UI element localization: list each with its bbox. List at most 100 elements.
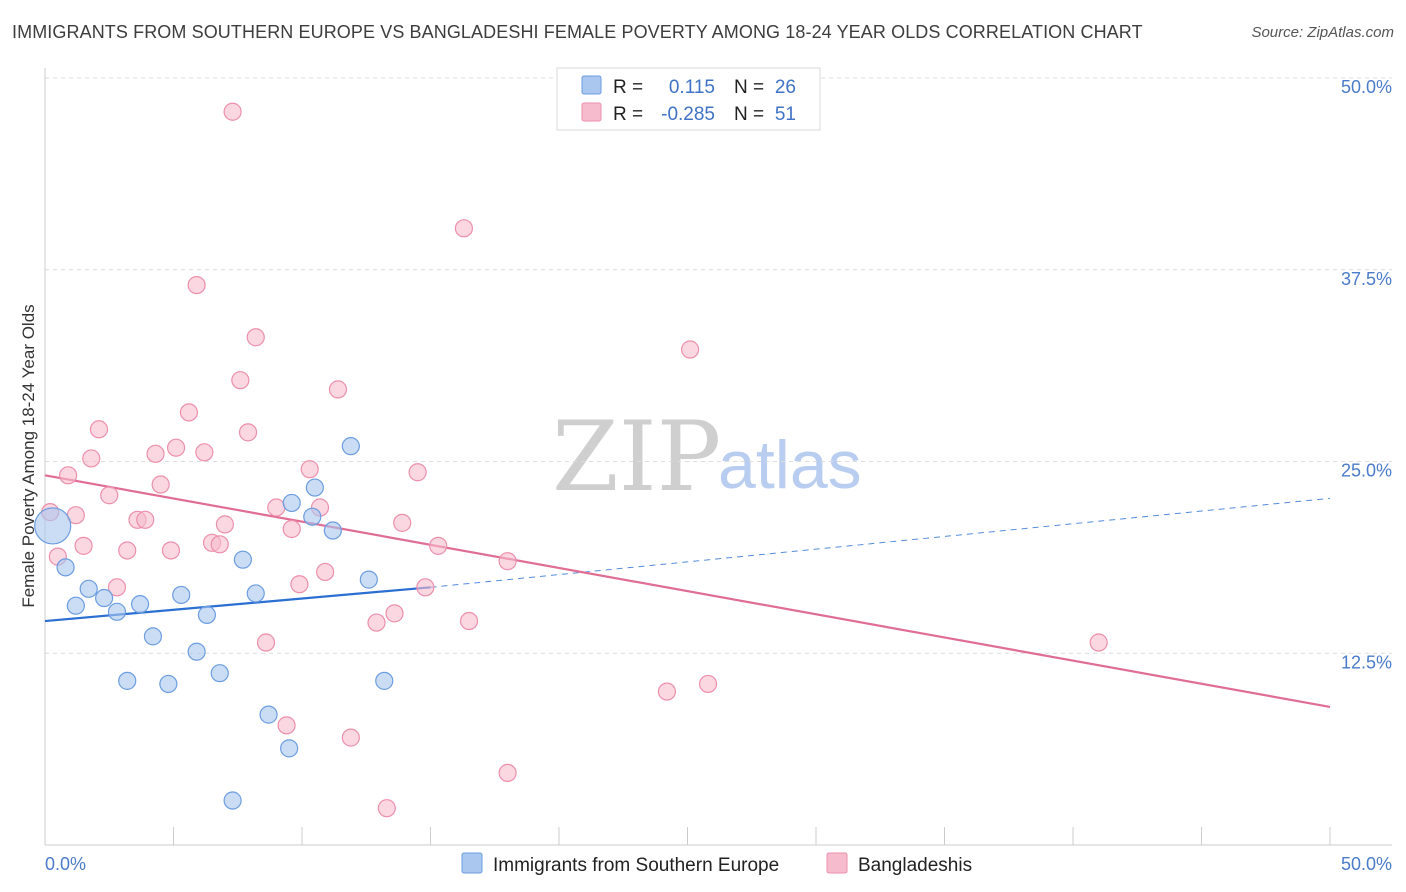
legend-swatch-bangladeshis: [826, 852, 848, 874]
point-1-20: [210, 535, 229, 554]
point-1-30: [290, 575, 309, 594]
point-0-2: [66, 596, 85, 615]
point-1-23: [231, 371, 250, 390]
point-1-49: [698, 674, 718, 694]
point-1-45: [498, 763, 517, 783]
point-0-6: [118, 671, 137, 690]
point-1-15: [166, 438, 186, 457]
point-1-9: [118, 541, 137, 560]
point-1-42: [429, 536, 448, 555]
point-1-4: [74, 536, 93, 555]
point-1-21: [215, 515, 234, 534]
point-1-33: [316, 562, 335, 582]
stats-n-value-2: 51: [775, 104, 796, 125]
point-1-36: [367, 613, 386, 632]
point-0-14: [223, 791, 242, 810]
point-1-22: [223, 102, 242, 121]
stats-swatch-bangladeshis: [581, 102, 602, 122]
point-1-12: [146, 444, 165, 463]
stats-r-label-1: R =: [613, 77, 643, 98]
point-0-3: [79, 579, 98, 598]
legend-label-southern-europe: Immigrants from Southern Europe: [493, 855, 779, 876]
data-points: [34, 102, 1108, 818]
point-1-24: [238, 423, 258, 442]
point-0-23: [341, 437, 360, 456]
stats-swatch-southern-europe: [581, 75, 602, 95]
watermark-zip: ZIP: [552, 401, 721, 513]
point-1-5: [82, 449, 101, 468]
point-1-44: [459, 611, 479, 631]
point-0-19: [282, 493, 301, 513]
stats-r-value-2: -0.285: [661, 104, 715, 125]
point-0-20: [303, 507, 322, 526]
point-1-46: [498, 552, 517, 571]
watermark-atlas: atlas: [718, 427, 862, 503]
source-credit: Source: ZipAtlas.com: [1251, 24, 1394, 41]
point-1-29: [282, 519, 301, 539]
axes: 12.5% 25.0% 37.5% 50.0% 0.0% 50.0%: [44, 68, 1392, 874]
point-0-18: [280, 739, 299, 758]
legend-label-bangladeshis: Bangladeshis: [858, 855, 972, 876]
point-1-6: [89, 420, 109, 439]
point-0-17: [259, 705, 278, 724]
point-0-22: [323, 521, 342, 540]
point-1-31: [300, 460, 319, 479]
point-1-35: [341, 728, 360, 747]
point-1-47: [657, 682, 677, 701]
point-0-24: [359, 570, 378, 589]
stats-r-value-1: 0.115: [669, 77, 715, 98]
point-0-11: [187, 642, 206, 661]
x-tick-label-0: 0.0%: [45, 854, 86, 874]
point-1-38: [385, 604, 404, 623]
point-1-34: [328, 380, 348, 399]
point-1-43: [454, 219, 474, 238]
point-1-16: [179, 403, 199, 422]
point-1-18: [195, 443, 214, 462]
point-0-1: [56, 558, 75, 577]
point-0-0: [34, 507, 72, 545]
point-1-48: [680, 340, 700, 359]
point-0-7: [130, 595, 150, 614]
point-0-4: [95, 588, 114, 608]
point-1-8: [107, 578, 127, 597]
stats-n-label-2: N =: [734, 104, 764, 125]
point-1-50: [1089, 633, 1108, 652]
y-tick-label-2: 37.5%: [1341, 269, 1392, 289]
point-1-27: [267, 498, 286, 517]
point-0-25: [375, 671, 394, 690]
chart-title: IMMIGRANTS FROM SOUTHERN EUROPE VS BANGL…: [12, 22, 1143, 42]
point-1-11: [136, 510, 155, 529]
point-0-15: [233, 550, 252, 569]
point-0-5: [107, 602, 127, 621]
point-1-14: [161, 541, 181, 560]
point-0-9: [159, 674, 178, 694]
point-1-40: [408, 463, 427, 482]
stats-r-label-2: R =: [613, 104, 643, 125]
point-0-16: [246, 584, 265, 603]
stats-box: R = 0.115 N = 26 R = -0.285 N = 51: [556, 67, 821, 131]
point-1-37: [377, 799, 396, 818]
stats-n-value-1: 26: [775, 77, 796, 98]
point-0-21: [305, 478, 324, 497]
point-0-8: [143, 627, 163, 646]
point-1-28: [277, 716, 296, 735]
point-0-10: [172, 585, 191, 605]
stats-n-label-1: N =: [734, 77, 764, 98]
point-1-25: [246, 328, 265, 347]
legend: Immigrants from Southern Europe Banglade…: [461, 852, 972, 876]
point-1-26: [256, 633, 276, 652]
y-tick-label-1: 25.0%: [1341, 461, 1392, 481]
point-1-2: [59, 466, 78, 485]
point-0-12: [197, 605, 217, 625]
legend-swatch-southern-europe: [461, 852, 483, 874]
trend-line-1: [44, 474, 1331, 709]
y-tick-label-0: 12.5%: [1341, 652, 1392, 672]
point-1-41: [416, 578, 435, 597]
trend-line-ext-0: [430, 497, 1331, 588]
y-tick-label-3: 50.0%: [1341, 77, 1392, 97]
point-1-7: [100, 486, 119, 505]
point-1-17: [187, 275, 206, 295]
point-0-13: [210, 664, 229, 683]
point-1-13: [151, 475, 170, 494]
